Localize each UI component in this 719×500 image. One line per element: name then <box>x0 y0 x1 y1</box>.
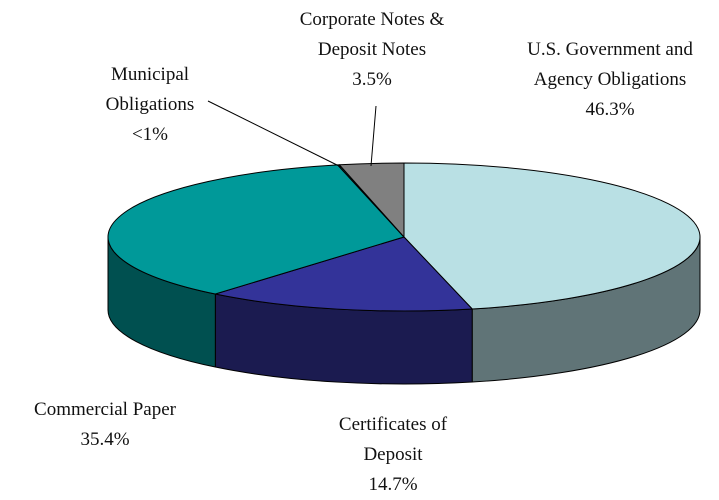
slice <box>214 236 473 312</box>
slice-label: Municipal Obligations <1% <box>85 60 215 150</box>
slice <box>107 164 405 295</box>
leader-line <box>370 105 377 167</box>
value-label: 35.4% <box>80 429 130 450</box>
slice-label: Certificates of Deposit 14.7% <box>318 410 468 500</box>
slice-label: Commercial Paper 35.4% <box>5 395 205 455</box>
category-label: Municipal Obligations <box>105 64 195 115</box>
slice-label: U.S. Government and Agency Obligations 4… <box>525 35 695 125</box>
category-label: Corporate Notes & Deposit Notes <box>299 9 445 60</box>
slice-label: Corporate Notes & Deposit Notes 3.5% <box>277 5 467 95</box>
value-label: 14.7% <box>368 474 418 495</box>
category-label: U.S. Government and Agency Obligations <box>527 39 693 90</box>
category-label: Commercial Paper <box>34 399 176 420</box>
leader-line <box>207 100 342 168</box>
category-label: Certificates of Deposit <box>338 414 448 465</box>
value-label: 3.5% <box>352 69 392 90</box>
slice <box>403 162 701 310</box>
value-label: <1% <box>131 124 169 145</box>
value-label: 46.3% <box>585 99 635 120</box>
